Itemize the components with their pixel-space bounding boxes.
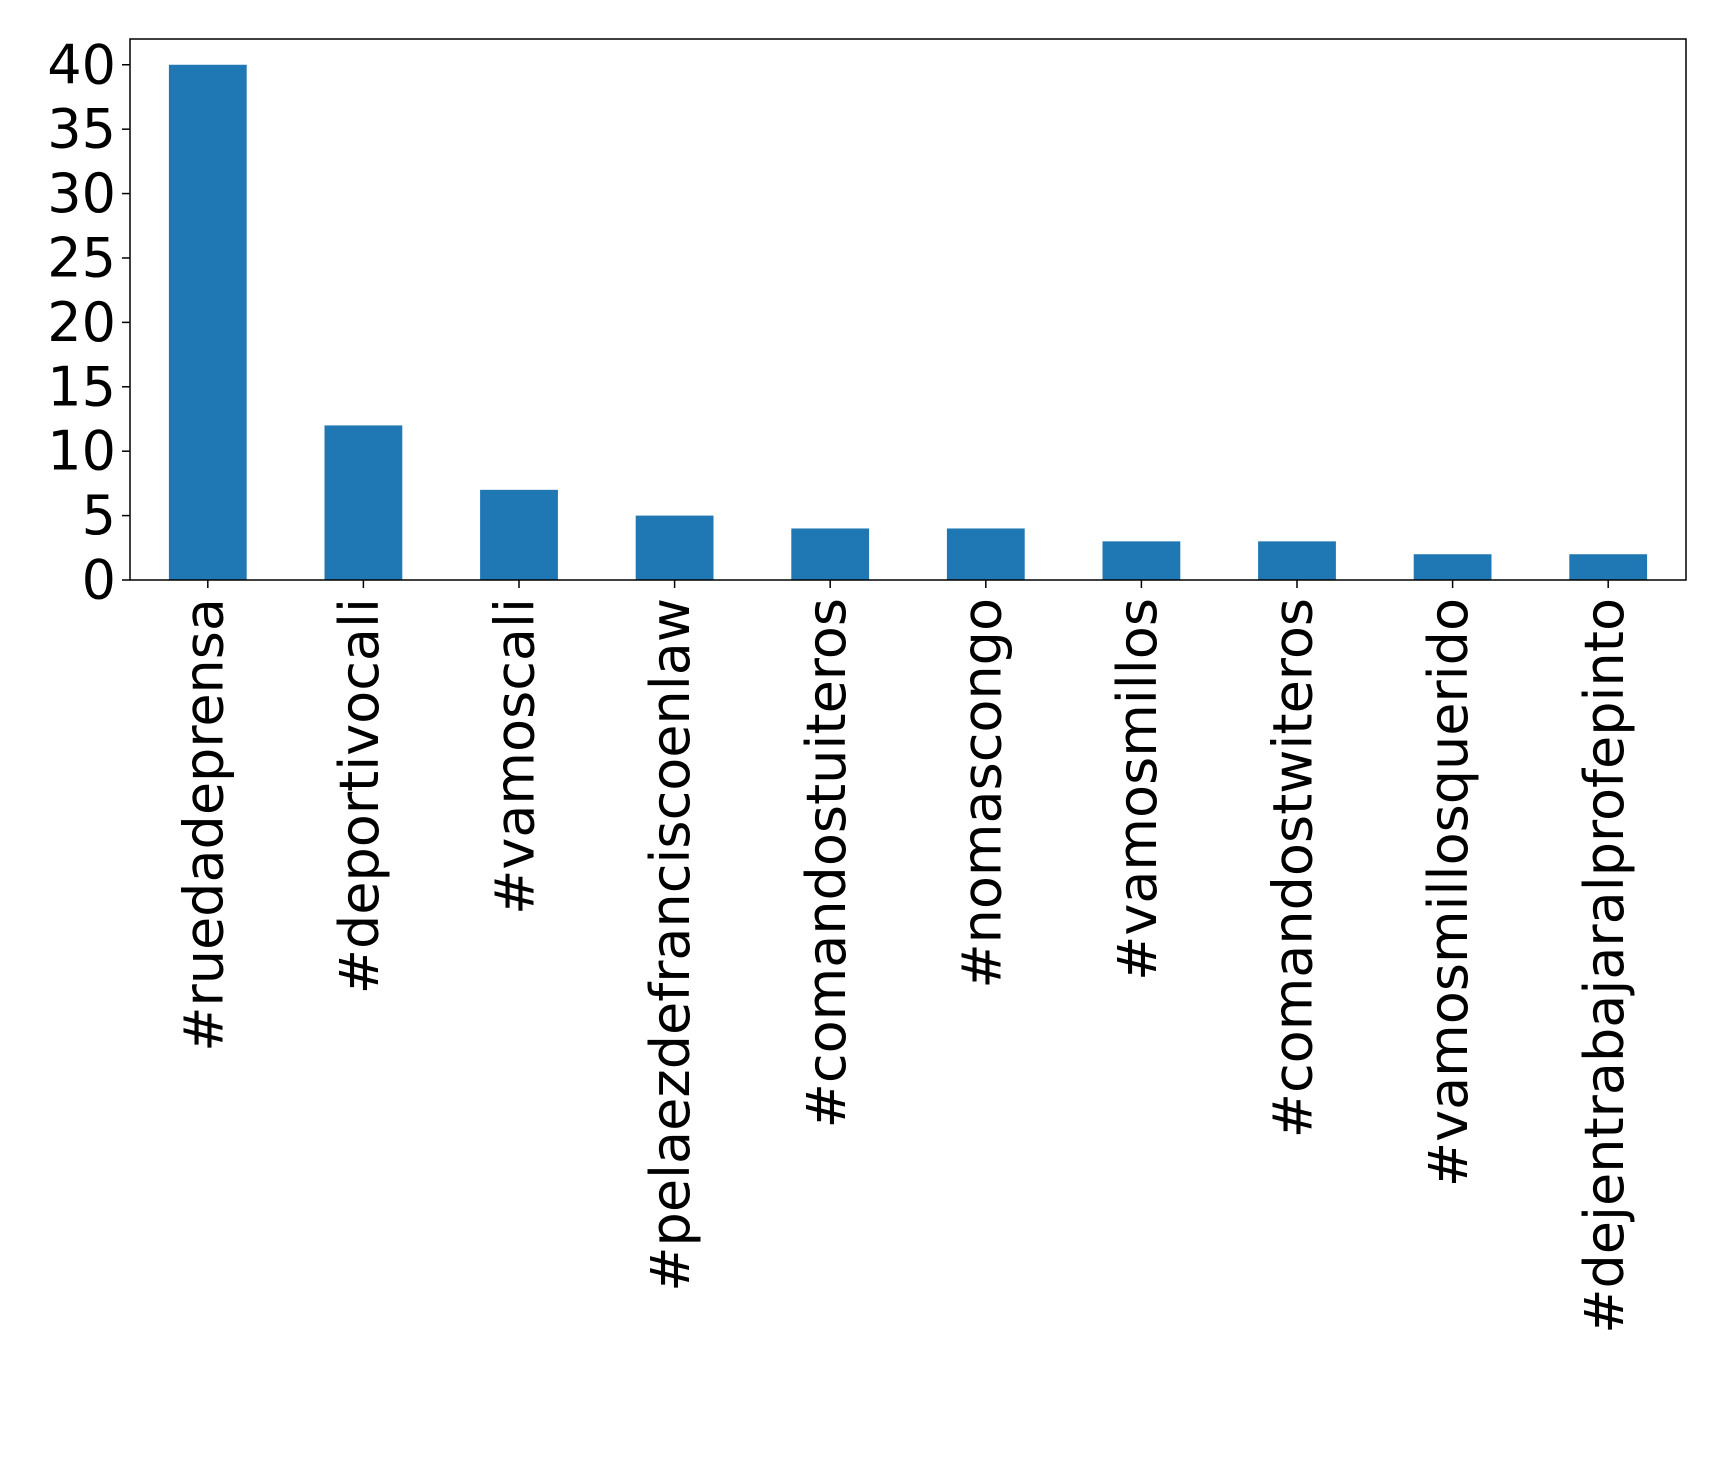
bar-9 (1569, 554, 1648, 580)
x-tick-label-5: #nomascongo (950, 598, 1013, 989)
y-tick-label-5: 25 (47, 226, 116, 289)
x-tick-label-8: #vamosmillosquerido (1417, 598, 1480, 1187)
x-tick-label-7: #comandostwiteros (1262, 598, 1325, 1138)
x-tick-label-9: #dejentrabajaralprofepinto (1573, 598, 1636, 1334)
bar-4 (791, 528, 870, 580)
bar-6 (1102, 541, 1181, 580)
x-tick-label-4: #comandostuiteros (795, 598, 858, 1128)
y-tick-label-1: 5 (82, 484, 116, 547)
x-tick-label-6: #vamosmillos (1106, 598, 1169, 981)
bar-3 (635, 515, 714, 580)
x-axis: #ruedadeprensa #deportivocali #vamoscali #p… (172, 580, 1636, 1334)
y-tick-label-4: 20 (47, 291, 116, 354)
bar-1 (324, 425, 403, 580)
y-tick-label-0: 0 (82, 549, 116, 612)
x-tick-label-3: #pelaezdefranciscoenlaw (639, 598, 702, 1292)
plot-frame (129, 38, 1687, 581)
x-tick-label-2: #vamoscali (484, 598, 547, 915)
bar-2 (480, 489, 558, 580)
x-tick-label-1: #deportivocali (328, 598, 391, 994)
bar-5 (946, 528, 1025, 580)
y-tick-label-3: 15 (47, 355, 116, 418)
y-tick-label-2: 10 (47, 420, 116, 483)
bar-8 (1413, 554, 1492, 580)
y-tick-label-7: 35 (47, 98, 116, 161)
y-tick-label-8: 40 (47, 33, 116, 96)
y-tick-label-6: 30 (47, 162, 116, 225)
bar-0 (168, 64, 247, 580)
x-tick-label-0: #ruedadeprensa (172, 598, 235, 1052)
bars-layer (168, 64, 1648, 580)
bar-7 (1258, 541, 1336, 580)
